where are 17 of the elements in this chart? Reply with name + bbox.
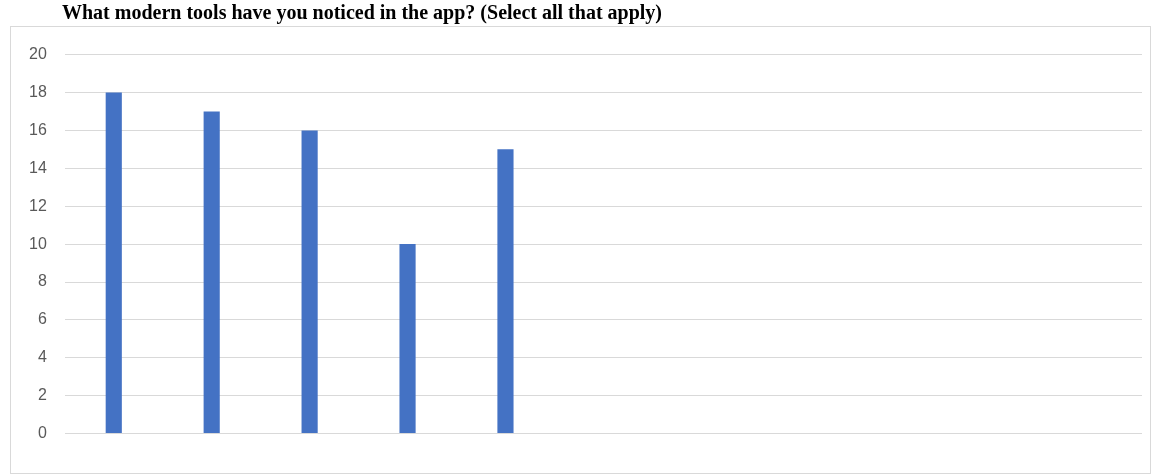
y-tick-label: 10	[29, 234, 47, 252]
y-tick-label: 8	[37, 272, 47, 290]
y-tick-label: 16	[29, 120, 47, 138]
bar	[203, 111, 220, 434]
y-tick-label: 0	[37, 424, 47, 442]
bar	[105, 92, 122, 434]
bar	[497, 149, 514, 434]
chart-title: What modern tools have you noticed in the app? (Select all that apply)	[61, 0, 664, 24]
y-tick-label: 6	[37, 310, 47, 328]
y-tick-label: 18	[29, 82, 47, 100]
bar	[301, 130, 318, 434]
bar	[399, 244, 416, 434]
y-tick-label: 14	[29, 158, 47, 176]
y-tick-label: 4	[37, 348, 47, 366]
y-tick-label: 20	[29, 45, 47, 63]
y-tick-label: 12	[29, 196, 47, 214]
y-tick-label: 2	[37, 386, 47, 404]
